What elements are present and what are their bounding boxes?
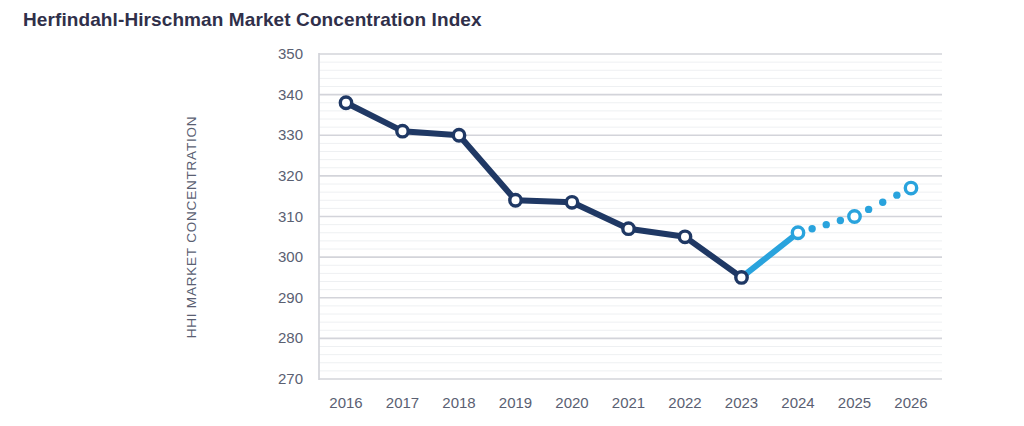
y-tick-label: 280: [278, 329, 303, 346]
x-tick-label: 2025: [838, 394, 871, 411]
x-tick-label: 2023: [725, 394, 758, 411]
x-tick-label: 2020: [555, 394, 588, 411]
data-point-marker: [453, 130, 464, 141]
forecast-dot: [865, 206, 872, 213]
y-tick-label: 330: [278, 126, 303, 143]
y-tick-label: 350: [278, 45, 303, 62]
data-point-marker: [397, 125, 408, 136]
x-tick-label: 2024: [781, 394, 814, 411]
y-axis-title: HHI MARKET CONCENTRATION: [184, 116, 199, 339]
data-point-marker: [679, 231, 690, 242]
x-tick-label: 2017: [386, 394, 419, 411]
y-tick-label: 300: [278, 248, 303, 265]
data-point-marker: [340, 97, 351, 108]
x-tick-label: 2019: [499, 394, 532, 411]
data-point-marker: [849, 211, 860, 222]
data-point-marker: [566, 197, 577, 208]
forecast-dot: [893, 191, 900, 198]
x-tick-label: 2018: [442, 394, 475, 411]
page: Herfindahl-Hirschman Market Concentratio…: [0, 0, 1024, 426]
y-tick-label: 320: [278, 167, 303, 184]
forecast-dot: [823, 221, 830, 228]
data-point-marker: [623, 223, 634, 234]
data-point-marker: [905, 182, 916, 193]
x-tick-label: 2021: [612, 394, 645, 411]
y-tick-label: 270: [278, 370, 303, 387]
x-tick-label: 2026: [894, 394, 927, 411]
data-point-marker: [792, 227, 803, 238]
hhi-line-chart-canvas: 350 340 330 320 310 300 290 280 270 2016 2017 2018 2…: [0, 0, 1024, 426]
data-point-marker: [510, 195, 521, 206]
y-tick-label: 340: [278, 86, 303, 103]
data-point-marker: [736, 272, 747, 283]
forecast-dot: [837, 217, 844, 224]
forecast-line-segment: [742, 233, 799, 278]
y-tick-label: 290: [278, 289, 303, 306]
forecast-dot: [879, 199, 886, 206]
x-tick-label: 2022: [668, 394, 701, 411]
x-tick-label: 2016: [329, 394, 362, 411]
y-tick-label: 310: [278, 208, 303, 225]
forecast-dot: [808, 225, 815, 232]
